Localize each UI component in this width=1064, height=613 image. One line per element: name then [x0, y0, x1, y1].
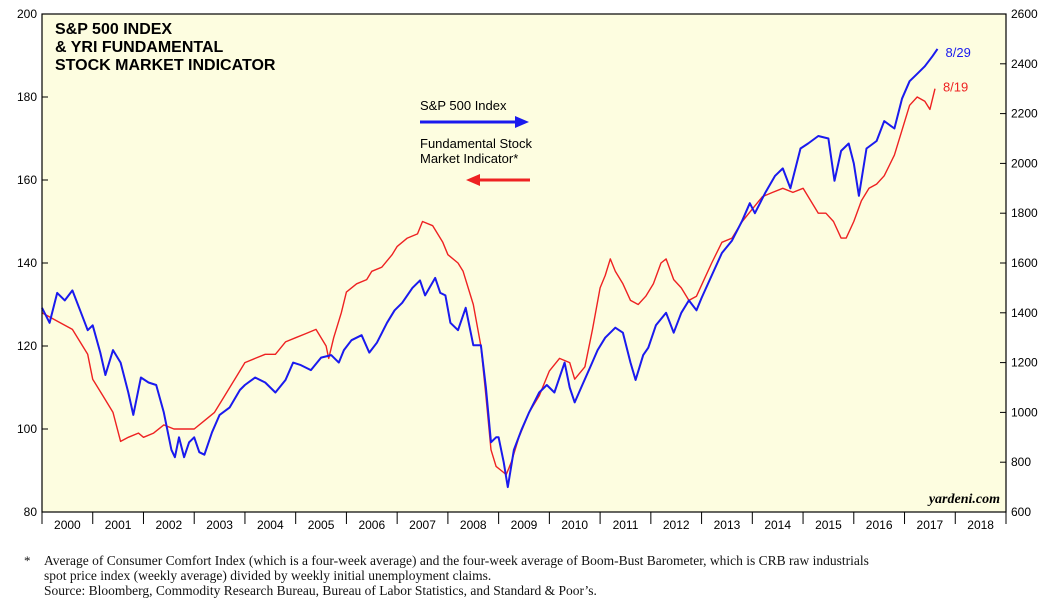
left-tick-label: 200 — [17, 7, 37, 21]
x-tick-label: 2016 — [866, 518, 893, 532]
right-tick-label: 1200 — [1011, 356, 1038, 370]
x-tick-label: 2013 — [714, 518, 741, 532]
x-tick-label: 2006 — [358, 518, 385, 532]
sp500-series-line — [41, 48, 939, 489]
left-tick-label: 140 — [17, 256, 37, 270]
x-tick-label: 2017 — [917, 518, 944, 532]
x-tick-label: 2018 — [967, 518, 994, 532]
left-tick-label: 80 — [24, 505, 38, 519]
x-tick-label: 2009 — [511, 518, 538, 532]
left-axis: 80 100 120 140 160 180 200 — [17, 7, 48, 519]
footnote-line-1: Average of Consumer Comfort Index (which… — [44, 553, 869, 568]
x-tick-label: 2012 — [663, 518, 690, 532]
x-tick-label: 2007 — [409, 518, 436, 532]
x-tick-label: 2001 — [105, 518, 132, 532]
x-tick-label: 2011 — [613, 518, 639, 532]
chart-title-line-3: STOCK MARKET INDICATOR — [55, 57, 276, 74]
legend-sp500-label: S&P 500 Index — [420, 98, 507, 113]
x-axis: 2000 2001 2002 2003 2004 2005 2006 2007 2008 2009… — [41, 512, 1007, 532]
right-tick-label: 1400 — [1011, 306, 1038, 320]
right-tick-label: 1600 — [1011, 256, 1038, 270]
right-tick-label: 2000 — [1011, 156, 1038, 170]
left-tick-label: 100 — [17, 422, 37, 436]
fsmi-end-label: 8/19 — [943, 80, 968, 95]
right-tick-label: 600 — [1011, 505, 1031, 519]
x-tick-label: 2000 — [54, 518, 81, 532]
x-tick-label: 2003 — [206, 518, 233, 532]
plot-background — [42, 14, 1006, 512]
legend-fsmi-label-line-1: Fundamental Stock — [420, 136, 533, 151]
chart-title-line-2: & YRI FUNDAMENTAL — [55, 39, 224, 56]
footnote-line-2: spot price index (weekly average) divide… — [44, 568, 492, 583]
legend-fsmi-arrow-head — [466, 174, 480, 186]
plot-frame — [41, 13, 1007, 513]
right-tick-label: 1000 — [1011, 405, 1038, 419]
left-tick-label: 160 — [17, 173, 37, 187]
sp500-end-label: 8/29 — [946, 45, 971, 60]
right-tick-label: 2400 — [1011, 57, 1038, 71]
left-tick-label: 180 — [17, 90, 37, 104]
x-tick-label: 2008 — [460, 518, 487, 532]
x-tick-label: 2002 — [155, 518, 182, 532]
legend-sp500-arrow-head — [515, 116, 529, 128]
x-tick-label: 2014 — [764, 518, 791, 532]
right-tick-label: 2200 — [1011, 107, 1038, 121]
footnote: * Average of Consumer Comfort Index (whi… — [24, 553, 1046, 598]
legend-fsmi-label-line-2: Market Indicator* — [420, 151, 518, 166]
watermark: yardeni.com — [927, 492, 1000, 507]
chart-title-line-1: S&P 500 INDEX — [55, 21, 172, 38]
right-tick-label: 800 — [1011, 455, 1031, 469]
right-tick-label: 2600 — [1011, 7, 1038, 21]
x-tick-label: 2015 — [815, 518, 842, 532]
x-tick-label: 2004 — [257, 518, 284, 532]
x-tick-label: 2005 — [308, 518, 335, 532]
x-tick-label: 2010 — [561, 518, 588, 532]
left-tick-label: 120 — [17, 339, 37, 353]
right-axis: 600 800 1000 1200 1400 1600 1800 2000 2200 2400 26… — [1000, 7, 1038, 519]
footnote-asterisk: * — [24, 553, 31, 568]
series-layer — [41, 48, 939, 489]
right-tick-label: 1800 — [1011, 206, 1038, 220]
footnote-source: Source: Bloomberg, Commodity Research Bu… — [44, 583, 597, 598]
